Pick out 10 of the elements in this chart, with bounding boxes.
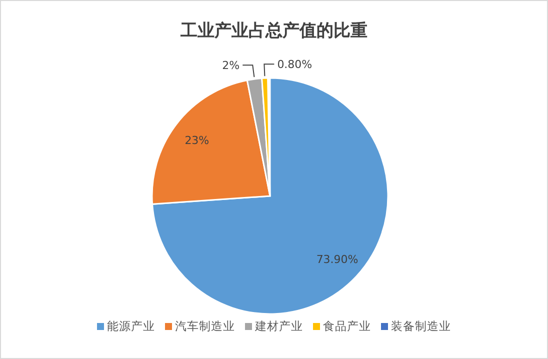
legend-label: 装备制造业 [391,319,451,333]
legend-label: 能源产业 [107,319,155,333]
legend-label: 汽车制造业 [175,319,235,333]
data-label: 2% [222,59,240,72]
data-label: 0.80% [277,58,312,72]
legend-label: 食品产业 [323,319,371,333]
data-label: 23% [184,134,210,148]
chart-title: 工业产业占总产值的比重 [180,21,368,41]
data-label: 73.90% [316,252,358,266]
legend-label: 建材产业 [254,319,303,333]
